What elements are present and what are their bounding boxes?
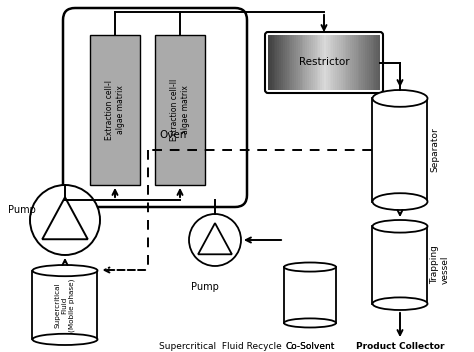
Bar xyxy=(311,35,313,90)
Bar xyxy=(359,35,362,90)
Bar xyxy=(324,35,327,90)
Ellipse shape xyxy=(284,263,336,272)
Bar xyxy=(307,35,310,90)
Bar xyxy=(283,35,285,90)
Bar xyxy=(331,35,334,90)
Bar xyxy=(292,35,295,90)
Circle shape xyxy=(189,214,241,266)
Bar xyxy=(287,35,289,90)
Bar xyxy=(90,35,140,185)
Ellipse shape xyxy=(373,90,428,107)
Bar xyxy=(313,35,315,90)
Ellipse shape xyxy=(33,265,98,276)
Bar xyxy=(309,35,311,90)
Bar xyxy=(346,35,349,90)
Bar xyxy=(354,35,356,90)
Bar xyxy=(363,35,365,90)
Ellipse shape xyxy=(373,297,428,310)
FancyBboxPatch shape xyxy=(63,8,247,207)
Bar xyxy=(328,35,330,90)
Bar xyxy=(365,35,367,90)
Bar xyxy=(277,35,280,90)
Bar xyxy=(348,35,351,90)
Text: Separator: Separator xyxy=(430,128,439,172)
Text: Extraction cell-II
algae matrix: Extraction cell-II algae matrix xyxy=(170,79,190,141)
Bar xyxy=(339,35,341,90)
Text: Product Collector
/ Waste: Product Collector / Waste xyxy=(356,342,444,352)
Bar xyxy=(296,35,298,90)
Text: Co-Solvent: Co-Solvent xyxy=(285,342,335,351)
Bar xyxy=(319,35,321,90)
Bar xyxy=(373,99,428,202)
Bar xyxy=(270,35,272,90)
Bar xyxy=(294,35,297,90)
Bar xyxy=(322,35,325,90)
Text: Supercritical
Fluid
(Mobile phase): Supercritical Fluid (Mobile phase) xyxy=(55,278,75,332)
Bar xyxy=(329,35,332,90)
Bar xyxy=(374,35,377,90)
Text: Oven: Oven xyxy=(159,130,187,140)
Bar xyxy=(289,35,291,90)
Bar xyxy=(298,35,300,90)
Bar xyxy=(273,35,276,90)
Text: Extraction cell-I
algae matrix: Extraction cell-I algae matrix xyxy=(105,80,125,140)
Bar xyxy=(291,35,293,90)
Bar xyxy=(281,35,283,90)
Bar xyxy=(350,35,353,90)
Bar xyxy=(357,35,360,90)
Bar xyxy=(33,271,98,339)
Bar xyxy=(373,226,428,304)
Bar xyxy=(305,35,308,90)
Bar xyxy=(275,35,278,90)
Bar xyxy=(317,35,319,90)
Bar xyxy=(335,35,337,90)
Text: Pump: Pump xyxy=(8,205,36,215)
Text: Co-Solvent: Co-Solvent xyxy=(285,342,335,351)
Bar xyxy=(371,35,373,90)
Bar xyxy=(155,35,205,185)
Bar xyxy=(285,35,287,90)
Bar xyxy=(373,35,375,90)
Bar xyxy=(345,35,347,90)
Bar xyxy=(352,35,355,90)
Bar xyxy=(343,35,345,90)
Bar xyxy=(369,35,371,90)
Text: Trapping
vessel: Trapping vessel xyxy=(430,246,449,284)
Bar xyxy=(337,35,339,90)
Text: Pump: Pump xyxy=(191,282,219,292)
Bar xyxy=(268,35,270,90)
Ellipse shape xyxy=(33,334,98,345)
Bar xyxy=(361,35,364,90)
Bar xyxy=(300,35,302,90)
Bar xyxy=(326,35,328,90)
Bar xyxy=(272,35,274,90)
Bar xyxy=(333,35,336,90)
Bar xyxy=(341,35,343,90)
Bar xyxy=(320,35,323,90)
Ellipse shape xyxy=(284,319,336,327)
Bar xyxy=(378,35,381,90)
Bar xyxy=(279,35,282,90)
Bar xyxy=(303,35,306,90)
Circle shape xyxy=(30,185,100,255)
Text: Supercritical  Fluid Recycle: Supercritical Fluid Recycle xyxy=(159,342,282,351)
Text: Restrictor: Restrictor xyxy=(299,57,349,67)
Bar xyxy=(315,35,317,90)
Bar xyxy=(356,35,358,90)
Bar xyxy=(367,35,369,90)
Bar xyxy=(376,35,379,90)
Ellipse shape xyxy=(373,193,428,210)
Bar xyxy=(301,35,304,90)
Ellipse shape xyxy=(373,220,428,233)
Bar xyxy=(284,267,336,323)
